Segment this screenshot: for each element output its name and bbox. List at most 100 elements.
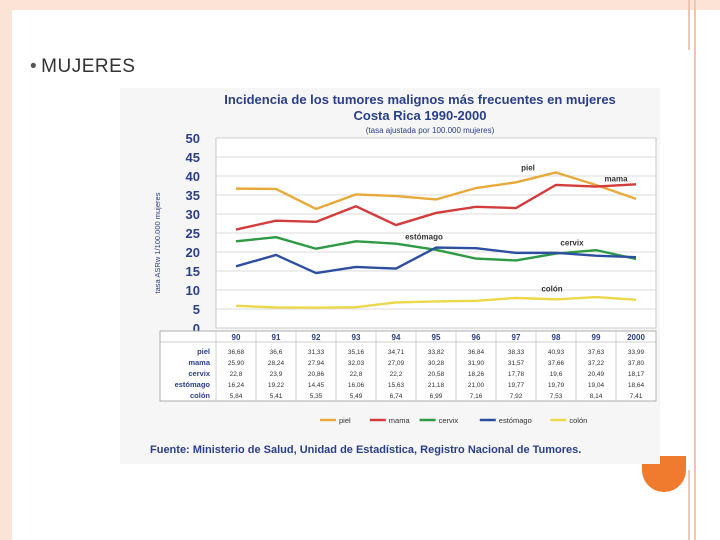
table-cell: 21,00: [468, 382, 485, 389]
x-tick-label: 92: [312, 333, 321, 342]
chart-subtitle: Costa Rica 1990-2000: [354, 108, 487, 123]
table-cell: 40,93: [548, 349, 565, 356]
x-tick-label: 96: [472, 333, 481, 342]
table-cell: 15,63: [388, 382, 405, 389]
slide-frame-line: [688, 470, 690, 540]
table-cell: 27,09: [388, 360, 405, 367]
table-cell: 5,84: [230, 393, 243, 400]
x-tick-label: 2000: [627, 333, 645, 342]
table-cell: 34,71: [388, 349, 405, 356]
x-tick-label: 95: [432, 333, 441, 342]
table-cell: 32,03: [348, 360, 365, 367]
table-cell: 33,82: [428, 349, 445, 356]
table-row-label: mama: [188, 358, 211, 367]
y-tick-label: 25: [186, 226, 200, 241]
table-row-label: estómago: [175, 380, 211, 389]
table-cell: 6,74: [390, 393, 403, 400]
table-cell: 18,64: [628, 382, 645, 389]
table-cell: 14,45: [308, 382, 325, 389]
x-tick-label: 93: [352, 333, 361, 342]
table-cell: 16,24: [228, 382, 245, 389]
source-note: Fuente: Ministerio de Salud, Unidad de E…: [150, 444, 581, 456]
x-tick-label: 91: [272, 333, 281, 342]
y-tick-label: 0: [193, 321, 200, 336]
table-cell: 22,8: [230, 371, 243, 378]
table-cell: 19,79: [548, 382, 565, 389]
slide-frame-line: [694, 0, 696, 540]
x-tick-label: 94: [392, 333, 401, 342]
table-cell: 19,6: [550, 371, 563, 378]
y-tick-label: 20: [186, 245, 200, 260]
legend-label-cervix: cervix: [439, 416, 459, 425]
table-cell: 20,58: [428, 371, 445, 378]
table-cell: 22,8: [350, 371, 363, 378]
y-tick-label: 40: [186, 169, 200, 184]
line-label-colon: colón: [541, 284, 562, 293]
y-tick-label: 5: [193, 302, 200, 317]
table-row-label: piel: [197, 347, 210, 356]
table-cell: 30,28: [428, 360, 445, 367]
y-tick-label: 35: [186, 188, 200, 203]
table-cell: 35,16: [348, 349, 365, 356]
y-tick-label: 45: [186, 150, 200, 165]
slide-heading: • MUJERES: [30, 56, 135, 78]
bullet-marker: •: [30, 56, 38, 77]
table-cell: 19,04: [588, 382, 605, 389]
table-cell: 7,16: [470, 393, 483, 400]
table-cell: 31,90: [468, 360, 485, 367]
y-tick-label: 30: [186, 207, 200, 222]
table-cell: 18,26: [468, 371, 485, 378]
x-tick-label: 98: [552, 333, 561, 342]
table-cell: 20,86: [308, 371, 325, 378]
incidence-line-chart: Incidencia de los tumores malignos más f…: [150, 92, 657, 456]
heading-text: MUJERES: [41, 56, 136, 77]
slide-frame-left: [0, 0, 12, 540]
table-cell: 7,41: [630, 393, 643, 400]
table-cell: 28,24: [268, 360, 285, 367]
table-cell: 37,63: [588, 349, 605, 356]
table-cell: 37,80: [628, 360, 645, 367]
table-cell: 18,17: [628, 371, 645, 378]
x-tick-label: 90: [232, 333, 241, 342]
table-cell: 8,14: [590, 393, 603, 400]
table-cell: 36,68: [228, 349, 245, 356]
table-row-label: colón: [190, 391, 210, 400]
table-cell: 5,49: [350, 393, 363, 400]
legend-label-estomago: estómago: [499, 416, 532, 425]
table-cell: 5,41: [270, 393, 283, 400]
table-cell: 20,49: [588, 371, 605, 378]
table-cell: 6,99: [430, 393, 443, 400]
table-cell: 19,77: [508, 382, 525, 389]
table-cell: 21,18: [428, 382, 445, 389]
table-cell: 31,57: [508, 360, 525, 367]
table-cell: 31,33: [308, 349, 325, 356]
x-tick-label: 97: [512, 333, 521, 342]
table-cell: 25,90: [228, 360, 245, 367]
slide-frame-top: [0, 0, 720, 10]
y-axis-label: tasa ASRw 1/100.000 mujeres: [153, 192, 162, 293]
table-cell: 27,94: [308, 360, 325, 367]
table-cell: 37,66: [548, 360, 565, 367]
table-cell: 36,6: [270, 349, 283, 356]
chart-note: (tasa ajustada por 100.000 mujeres): [366, 126, 495, 135]
y-tick-label: 15: [186, 264, 200, 279]
table-cell: 36,84: [468, 349, 485, 356]
table-cell: 16,06: [348, 382, 365, 389]
y-tick-label: 10: [186, 283, 200, 298]
legend-label-colon: colón: [569, 416, 587, 425]
line-label-cervix: cervix: [560, 239, 584, 248]
legend-label-piel: piel: [339, 416, 351, 425]
x-tick-label: 99: [592, 333, 601, 342]
table-cell: 37,22: [588, 360, 605, 367]
table-cell: 7,53: [550, 393, 563, 400]
table-cell: 19,22: [268, 382, 285, 389]
line-label-mama: mama: [604, 174, 628, 183]
table-cell: 5,35: [310, 393, 323, 400]
y-tick-label: 50: [186, 131, 200, 146]
legend-label-mama: mama: [389, 416, 411, 425]
table-cell: 17,78: [508, 371, 525, 378]
line-label-piel: piel: [521, 163, 535, 172]
table-cell: 38,33: [508, 349, 525, 356]
table-cell: 33,99: [628, 349, 645, 356]
chart-panel: Incidencia de los tumores malignos más f…: [120, 88, 660, 464]
